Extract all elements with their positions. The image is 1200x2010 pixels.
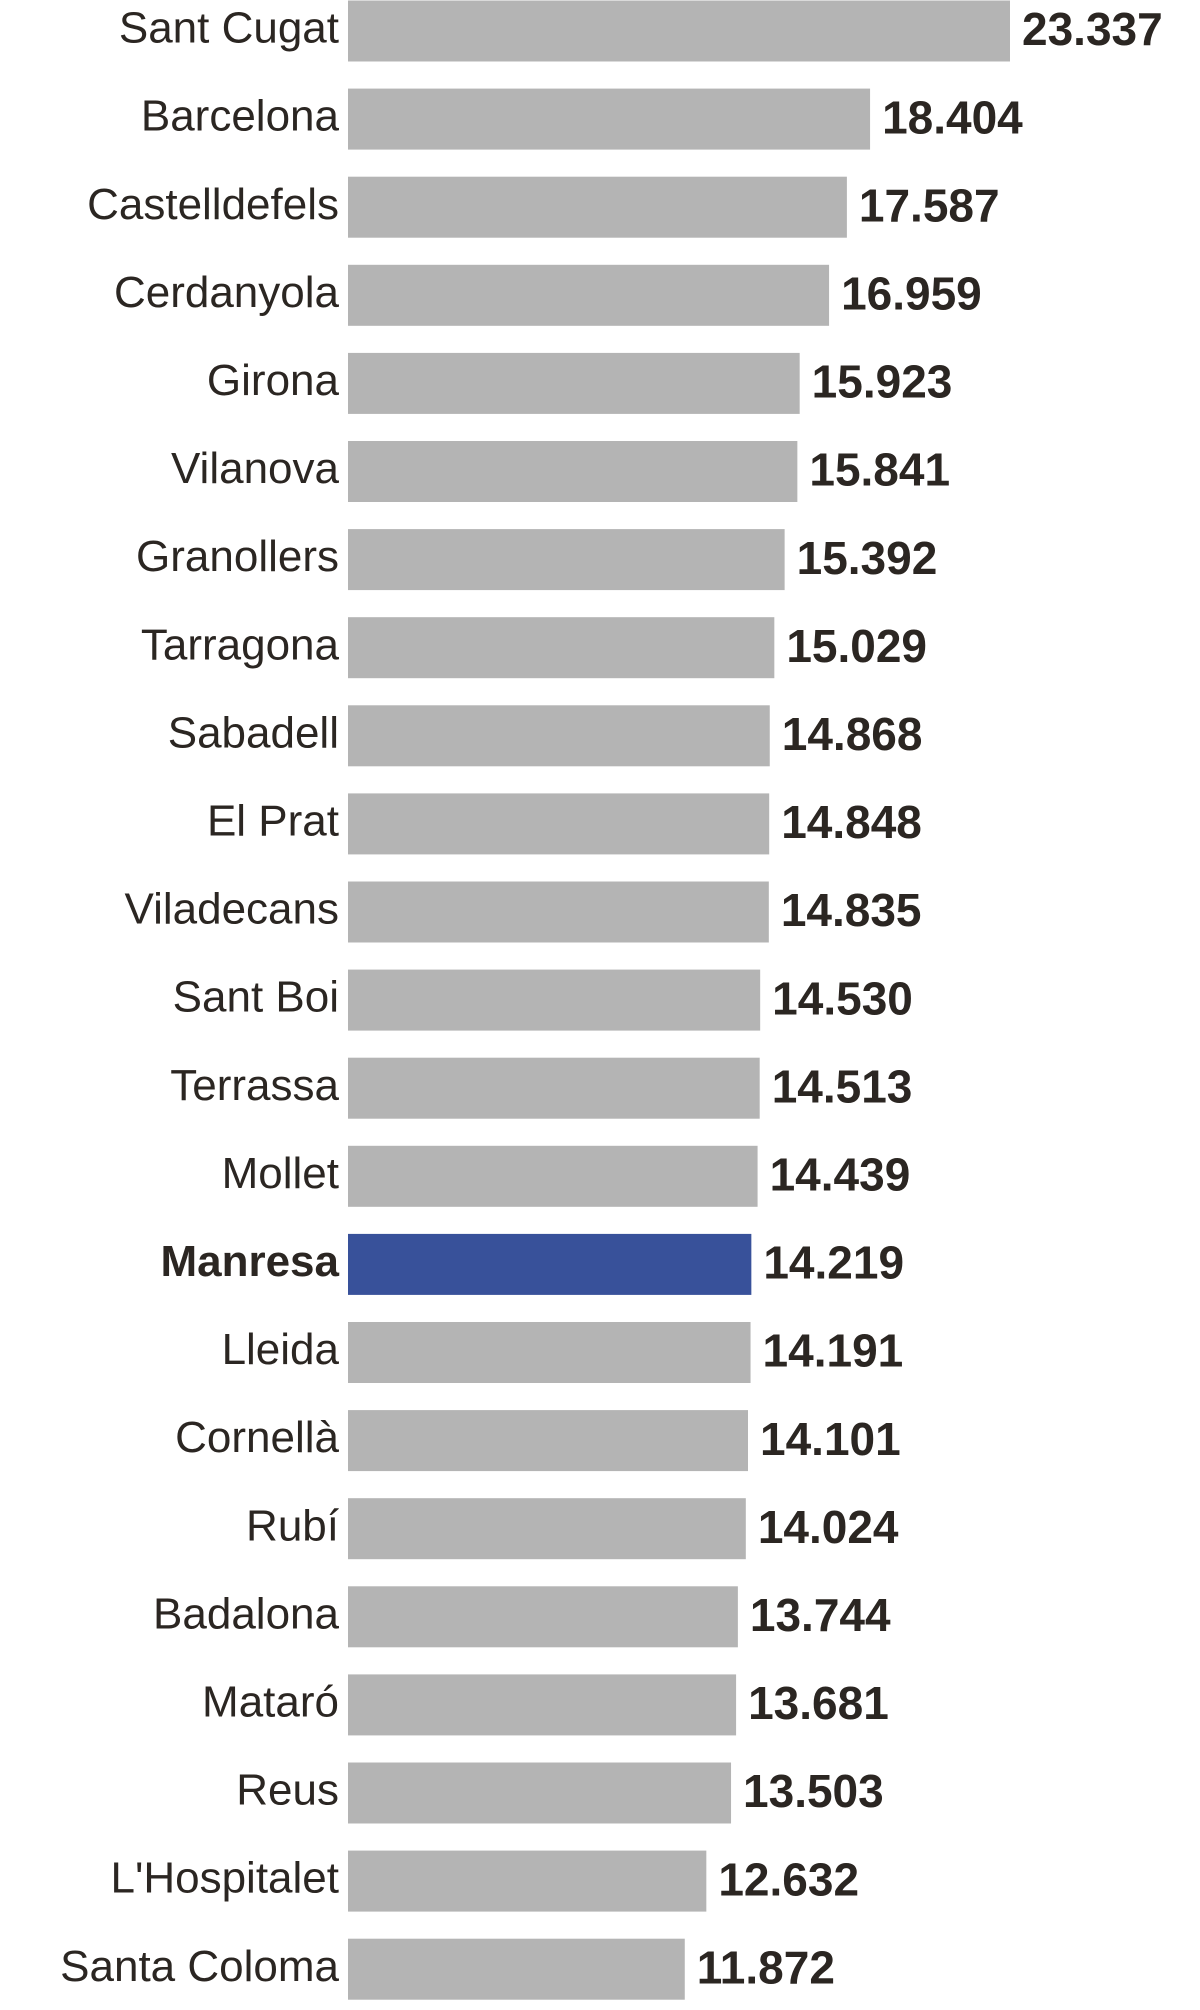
bar <box>348 1586 738 1648</box>
bar <box>348 352 800 414</box>
category-label: Sant Cugat <box>119 4 339 53</box>
value-label: 14.219 <box>763 1237 904 1289</box>
value-label: 14.530 <box>772 972 913 1024</box>
value-label: 17.587 <box>859 179 1000 231</box>
category-label: Vilanova <box>171 444 340 493</box>
bar <box>348 529 785 591</box>
bar <box>348 1145 758 1207</box>
category-label: Terrassa <box>170 1061 339 1110</box>
bar <box>348 0 1010 62</box>
category-label: Viladecans <box>125 885 339 934</box>
value-label: 13.503 <box>743 1765 884 1817</box>
category-label: L'Hospitalet <box>110 1854 339 1903</box>
bar <box>348 88 871 150</box>
category-label: Barcelona <box>141 92 340 141</box>
bar <box>348 793 770 855</box>
value-label: 15.841 <box>809 444 950 496</box>
category-label: El Prat <box>207 797 339 846</box>
category-label: Castelldefels <box>87 180 339 229</box>
category-label: Reus <box>236 1766 339 1815</box>
bar <box>348 264 830 326</box>
value-label: 14.101 <box>760 1413 901 1465</box>
value-label: 12.632 <box>718 1853 859 1905</box>
category-label: Cornellà <box>175 1413 339 1462</box>
bar <box>348 881 769 943</box>
bar <box>348 1498 746 1560</box>
value-label: 11.872 <box>697 1941 835 1993</box>
value-label: 13.681 <box>748 1677 889 1729</box>
category-label: Mataró <box>202 1678 339 1727</box>
bar <box>348 1233 752 1295</box>
value-label: 14.439 <box>770 1148 911 1200</box>
category-label: Girona <box>207 356 340 405</box>
value-label: 14.513 <box>772 1060 913 1112</box>
value-label: 14.848 <box>781 796 922 848</box>
category-label: Sabadell <box>168 708 339 757</box>
value-label: 16.959 <box>841 267 982 319</box>
category-label: Mollet <box>222 1149 339 1198</box>
category-label: Rubí <box>246 1501 340 1550</box>
value-label: 15.392 <box>797 532 938 584</box>
category-label: Tarragona <box>141 620 340 669</box>
category-label: Badalona <box>153 1589 339 1638</box>
bar <box>348 617 775 679</box>
bar <box>348 1674 737 1736</box>
value-label: 14.191 <box>763 1325 904 1377</box>
category-label: Granollers <box>136 532 339 581</box>
value-label: 15.029 <box>786 620 927 672</box>
category-label: Santa Coloma <box>60 1942 339 1991</box>
value-label: 15.923 <box>812 356 953 408</box>
value-label: 14.024 <box>758 1501 899 1553</box>
value-label: 18.404 <box>882 91 1023 143</box>
bar <box>348 1762 732 1824</box>
value-label: 23.337 <box>1022 3 1163 55</box>
value-label: 14.868 <box>782 708 923 760</box>
bar <box>348 1057 760 1119</box>
category-label: Lleida <box>222 1325 340 1374</box>
category-label: Manresa <box>160 1237 339 1286</box>
bar <box>348 441 798 502</box>
category-label: Cerdanyola <box>114 268 340 317</box>
bar <box>348 969 761 1031</box>
bar <box>348 1938 685 2000</box>
bar <box>348 705 770 767</box>
value-label: 14.835 <box>781 884 922 936</box>
bar <box>348 176 847 238</box>
category-label: Sant Boi <box>173 973 339 1022</box>
value-label: 13.744 <box>750 1589 891 1641</box>
bar <box>348 1410 749 1472</box>
bar <box>348 1322 751 1383</box>
bar <box>348 1850 707 1912</box>
